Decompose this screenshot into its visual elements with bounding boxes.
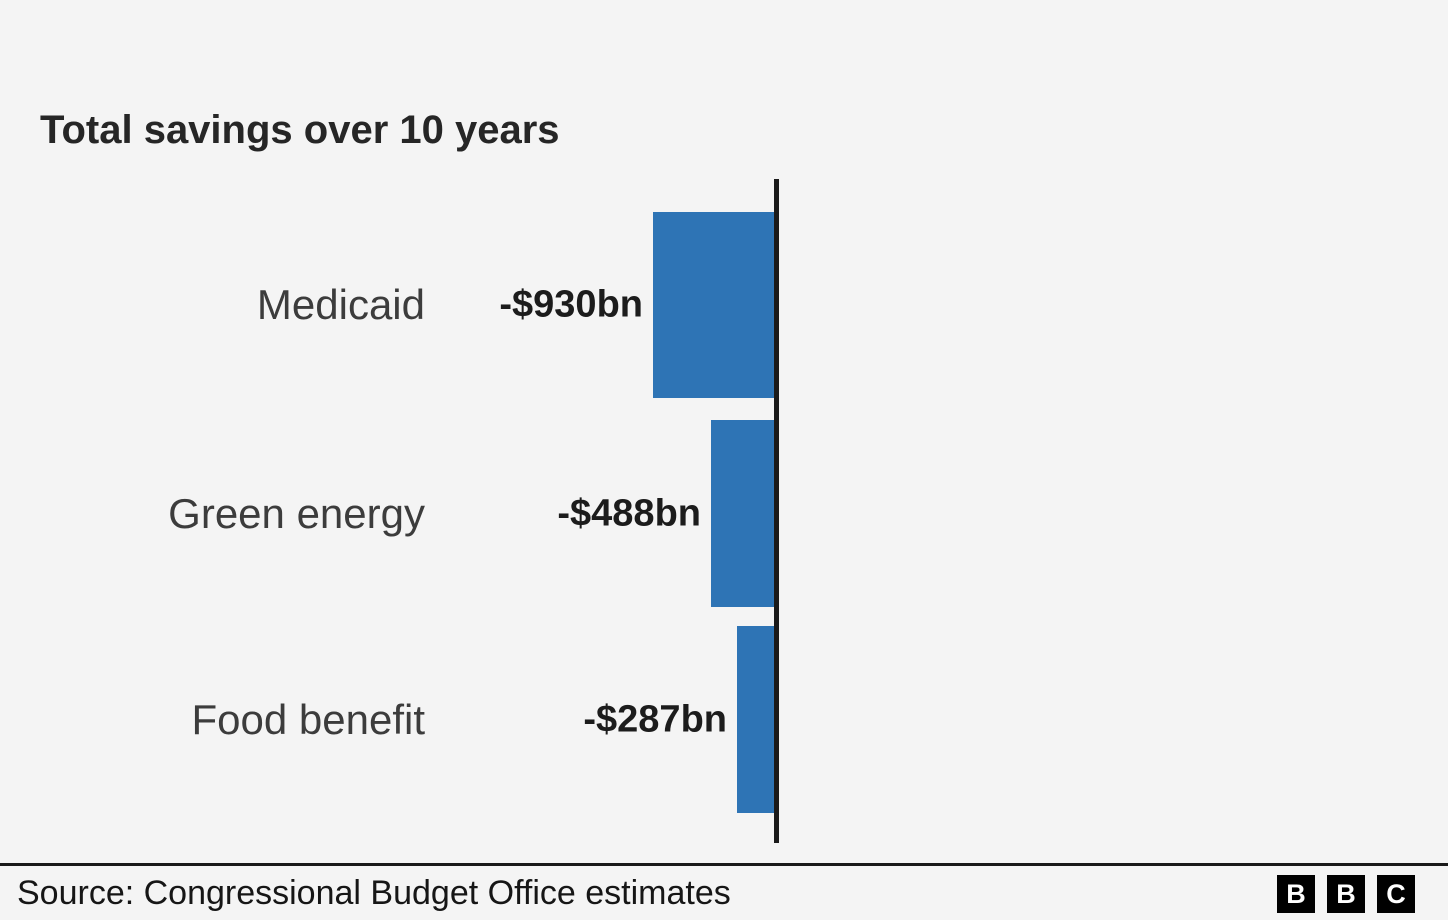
category-label-green-energy: Green energy xyxy=(168,489,425,537)
value-label-food-benefit: -$287bn xyxy=(583,698,727,740)
chart-title: Total savings over 10 years xyxy=(40,108,560,152)
bbc-logo-letter-c: C xyxy=(1377,875,1415,913)
source-caption: Source: Congressional Budget Office esti… xyxy=(17,874,731,912)
bar-medicaid xyxy=(653,212,774,398)
bar-row-food-benefit: Food benefit -$287bn xyxy=(0,626,774,813)
zero-axis-line xyxy=(774,179,779,843)
bbc-logo-letter-b1: B xyxy=(1277,875,1315,913)
bar-row-medicaid: Medicaid -$930bn xyxy=(0,212,774,398)
value-label-medicaid: -$930bn xyxy=(499,283,643,326)
bar-row-green-energy: Green energy -$488bn xyxy=(0,420,774,607)
category-label-food-benefit: Food benefit xyxy=(191,695,425,743)
bbc-logo: B B C xyxy=(1277,875,1415,913)
bbc-logo-letter-b2: B xyxy=(1327,875,1365,913)
value-label-green-energy: -$488bn xyxy=(557,492,701,534)
bar-green-energy xyxy=(711,420,774,607)
footer-divider xyxy=(0,863,1448,866)
category-label-medicaid: Medicaid xyxy=(256,281,425,328)
bar-food-benefit xyxy=(737,626,774,813)
